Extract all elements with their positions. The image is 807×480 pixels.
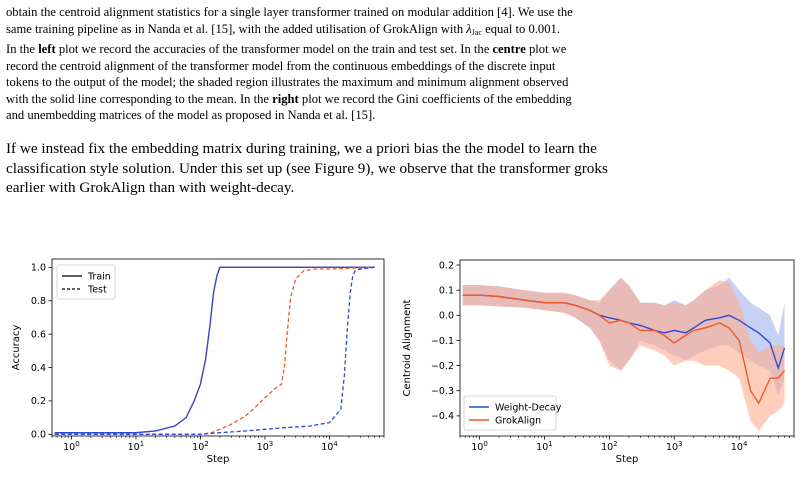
y-tick-label: 0.0 (439, 311, 454, 322)
x-tick-label: 104 (321, 440, 338, 453)
plot-frame (51, 258, 385, 437)
caption-line: with the solid line corresponding to the… (6, 91, 572, 106)
legend-label: Train (87, 271, 111, 282)
paragraph-line: If we instead fix the embedding matrix d… (6, 140, 597, 157)
blue-test-line (54, 266, 375, 435)
x-tick-label: 103 (666, 440, 683, 453)
y-axis-label: Accuracy (11, 325, 22, 371)
y-tick-label: 1.0 (31, 263, 46, 274)
caption-line: obtain the centroid alignment statistics… (6, 5, 573, 19)
x-tick-label: 104 (731, 440, 748, 453)
y-tick-label: −0.1 (431, 336, 454, 347)
orange-test-line (54, 266, 375, 435)
y-tick-label: 0.2 (439, 260, 454, 271)
legend-label: GrokAlign (495, 415, 541, 426)
blue-train-line (54, 266, 375, 434)
caption-line: In the left plot we record the accuracie… (6, 42, 567, 56)
x-axis-label: Step (616, 454, 639, 465)
x-tick-label: 101 (128, 440, 145, 453)
figure-caption: obtain the centroid alignment statistics… (6, 4, 801, 124)
lambda-symbol: λ (466, 21, 472, 36)
legend-box (463, 395, 557, 431)
legend-box (56, 264, 116, 300)
y-tick-label: −0.4 (431, 411, 454, 422)
x-tick-label: 102 (601, 440, 618, 453)
x-tick-label: 102 (192, 440, 209, 453)
x-tick-label: 101 (536, 440, 553, 453)
centroid-alignment-chart: 100 101 102 103 104 −0.4 −0.3 −0.2 −0.1 0.0 0.1 0.2… (402, 259, 795, 465)
paragraph-line: classification style solution. Under thi… (6, 159, 608, 177)
legend-label: Weight-Decay (495, 402, 562, 413)
caption-line: same training pipeline as in Nanda et al… (6, 21, 560, 37)
lambda-subscript: Jac (471, 27, 482, 37)
x-tick-label: 100 (63, 440, 80, 453)
y-tick-label: 0.1 (439, 285, 454, 296)
caption-line: record the centroid alignment of the tra… (6, 58, 556, 73)
x-tick-label: 100 (471, 440, 488, 453)
legend: Train Test (56, 264, 116, 300)
caption-line: and unembedding matrices of the model as… (6, 108, 376, 122)
y-tick-label: 0.6 (31, 329, 46, 340)
y-tick-label: −0.2 (431, 361, 454, 372)
y-tick-label: 0.2 (31, 396, 46, 407)
y-tick-label: −0.3 (431, 386, 454, 397)
legend-label: Test (87, 284, 107, 295)
paragraph-line: earlier with GrokAlign than with weight-… (6, 179, 295, 196)
grokalign-range-band (462, 277, 785, 431)
plot-frame (459, 259, 795, 437)
y-tick-label: 0.8 (31, 296, 46, 307)
caption-line: tokens to the output of the model; the s… (6, 75, 569, 89)
y-axis-label: Centroid Alignment (402, 299, 413, 396)
y-tick-label: 0.0 (31, 430, 46, 441)
x-tick-label: 103 (257, 440, 274, 453)
body-paragraph: If we instead fix the embedding matrix d… (6, 139, 801, 198)
y-tick-label: 0.4 (31, 363, 46, 374)
legend: Weight-Decay GrokAlign (463, 395, 562, 431)
grokalign-mean-line (462, 294, 786, 405)
x-axis-label: Step (207, 454, 230, 465)
accuracy-chart: 100 101 102 103 104 0.0 0.2 0.4 0.6 0.8 1.0 Step Acc… (11, 258, 385, 465)
